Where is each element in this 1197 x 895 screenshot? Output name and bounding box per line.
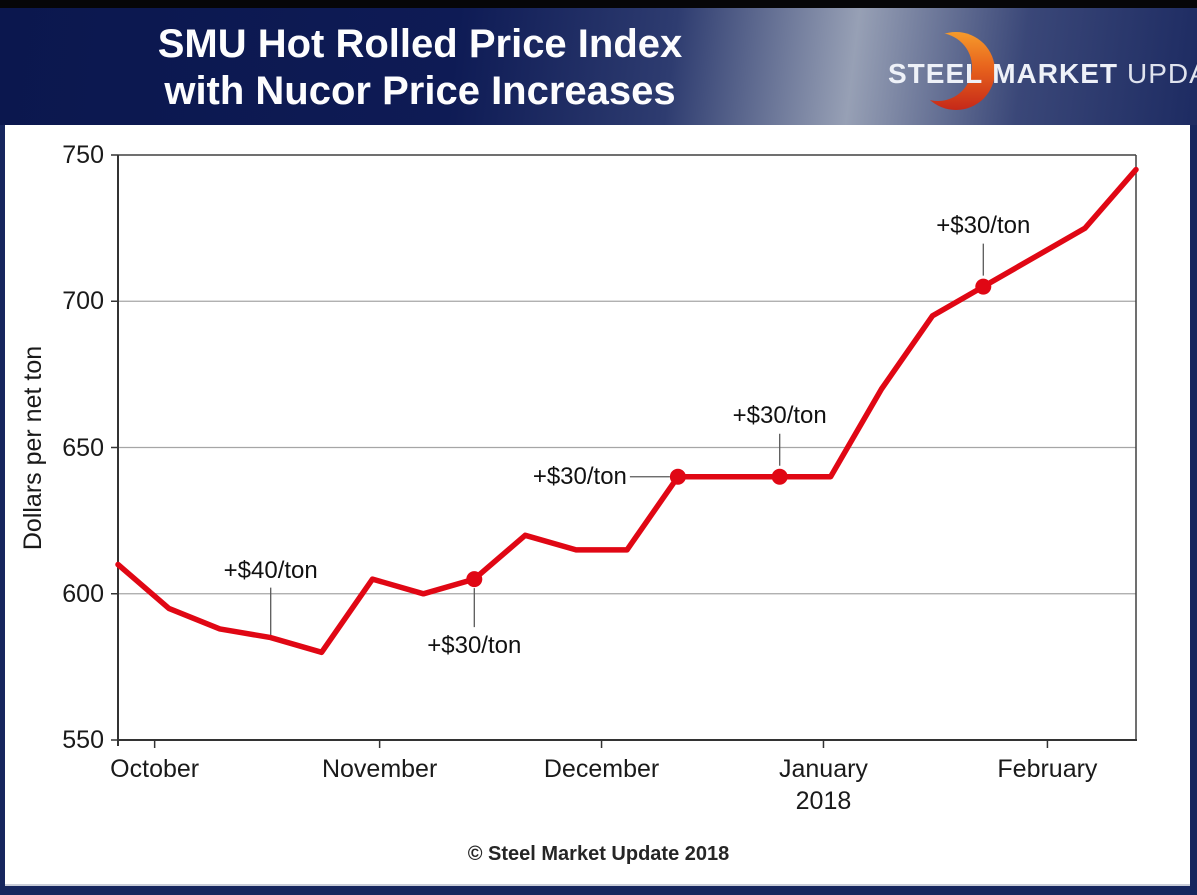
chart-canvas xyxy=(5,125,1190,886)
steel-market-update-logo: STEEL MARKET UPDATE xyxy=(880,23,1197,118)
price-index-line xyxy=(115,166,1139,656)
nucor-increase-marker-week-7 xyxy=(466,571,483,588)
logo-word-steel: STEEL xyxy=(888,58,984,89)
chart-title-line1: SMU Hot Rolled Price Index xyxy=(157,22,683,66)
logo-word-market: MARKET xyxy=(992,58,1118,89)
logo-word-update: UPDATE xyxy=(1127,58,1197,89)
nucor-increase-marker-week-11 xyxy=(669,468,686,485)
nucor-increase-marker-week-13 xyxy=(771,468,788,485)
header-banner: SMU Hot Rolled Price Index with Nucor Pr… xyxy=(0,8,1197,125)
nucor-increase-marker-week-17 xyxy=(975,278,992,295)
logo-wordmark: STEEL MARKET UPDATE xyxy=(888,58,1197,89)
top-border-strip xyxy=(0,0,1197,8)
chart-title-line2: with Nucor Price Increases xyxy=(164,69,676,113)
crescent-moon-icon xyxy=(913,28,995,114)
chart-title: SMU Hot Rolled Price Index with Nucor Pr… xyxy=(120,16,720,120)
